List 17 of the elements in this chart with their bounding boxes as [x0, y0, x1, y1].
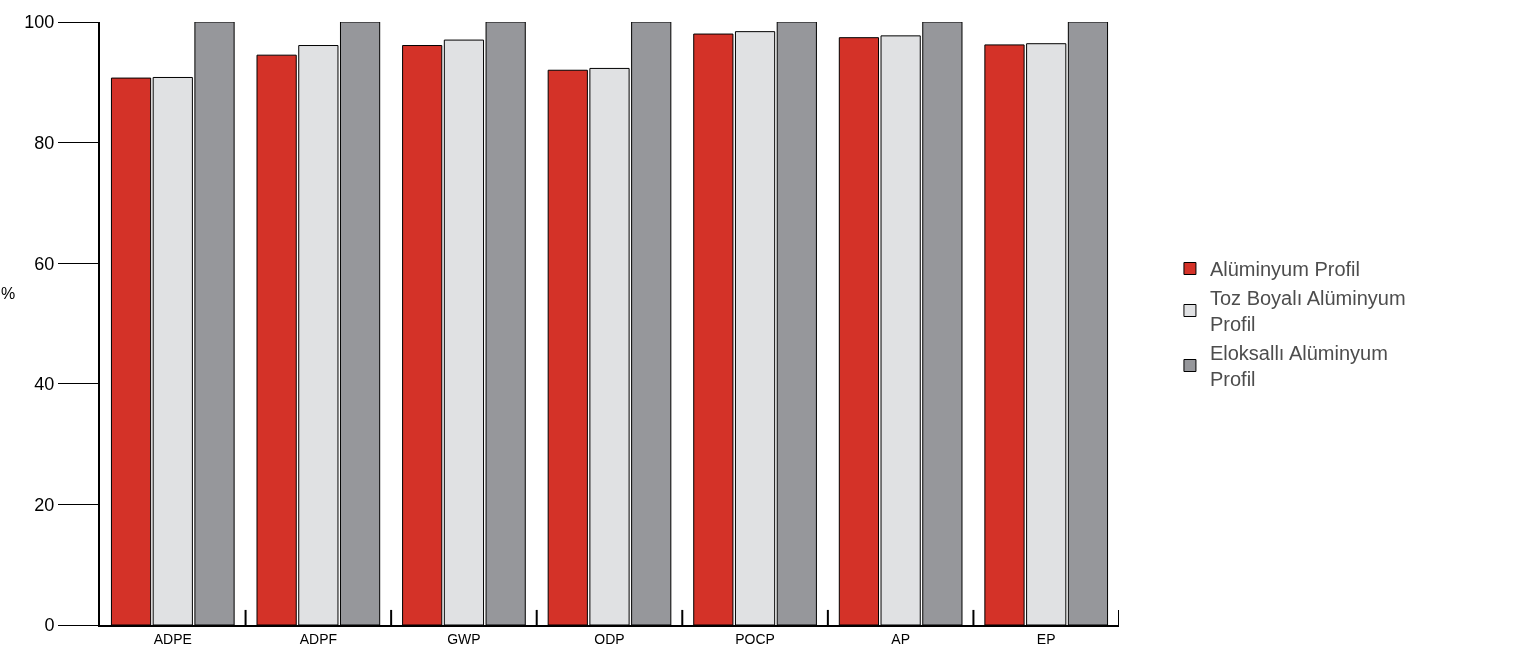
y-tick-label: 80	[34, 132, 55, 153]
y-tick-label: 100	[24, 12, 55, 33]
y-axis-title: %	[1, 285, 16, 302]
x-tick-label: ADPF	[299, 630, 338, 647]
y-tick-label: 0	[44, 615, 55, 636]
y-tick-label: 40	[34, 374, 55, 395]
x-tick-label: EP	[1036, 630, 1056, 647]
y-tick-label: 60	[34, 253, 55, 274]
x-tick-label: ADPE	[153, 630, 192, 647]
x-tick-label: AP	[891, 630, 910, 647]
x-tick-label: GWP	[447, 630, 481, 647]
y-tick-label: 20	[34, 494, 55, 515]
x-tick-label: ODP	[594, 630, 625, 647]
legend-label: Alüminyum Profil	[1209, 258, 1360, 281]
legend-label: Eloksallı Alüminyum Profil	[1209, 342, 1388, 391]
x-tick-label: POCP	[735, 630, 775, 647]
legend-label: Toz Boyalı Alüminyum Profil	[1209, 287, 1406, 336]
